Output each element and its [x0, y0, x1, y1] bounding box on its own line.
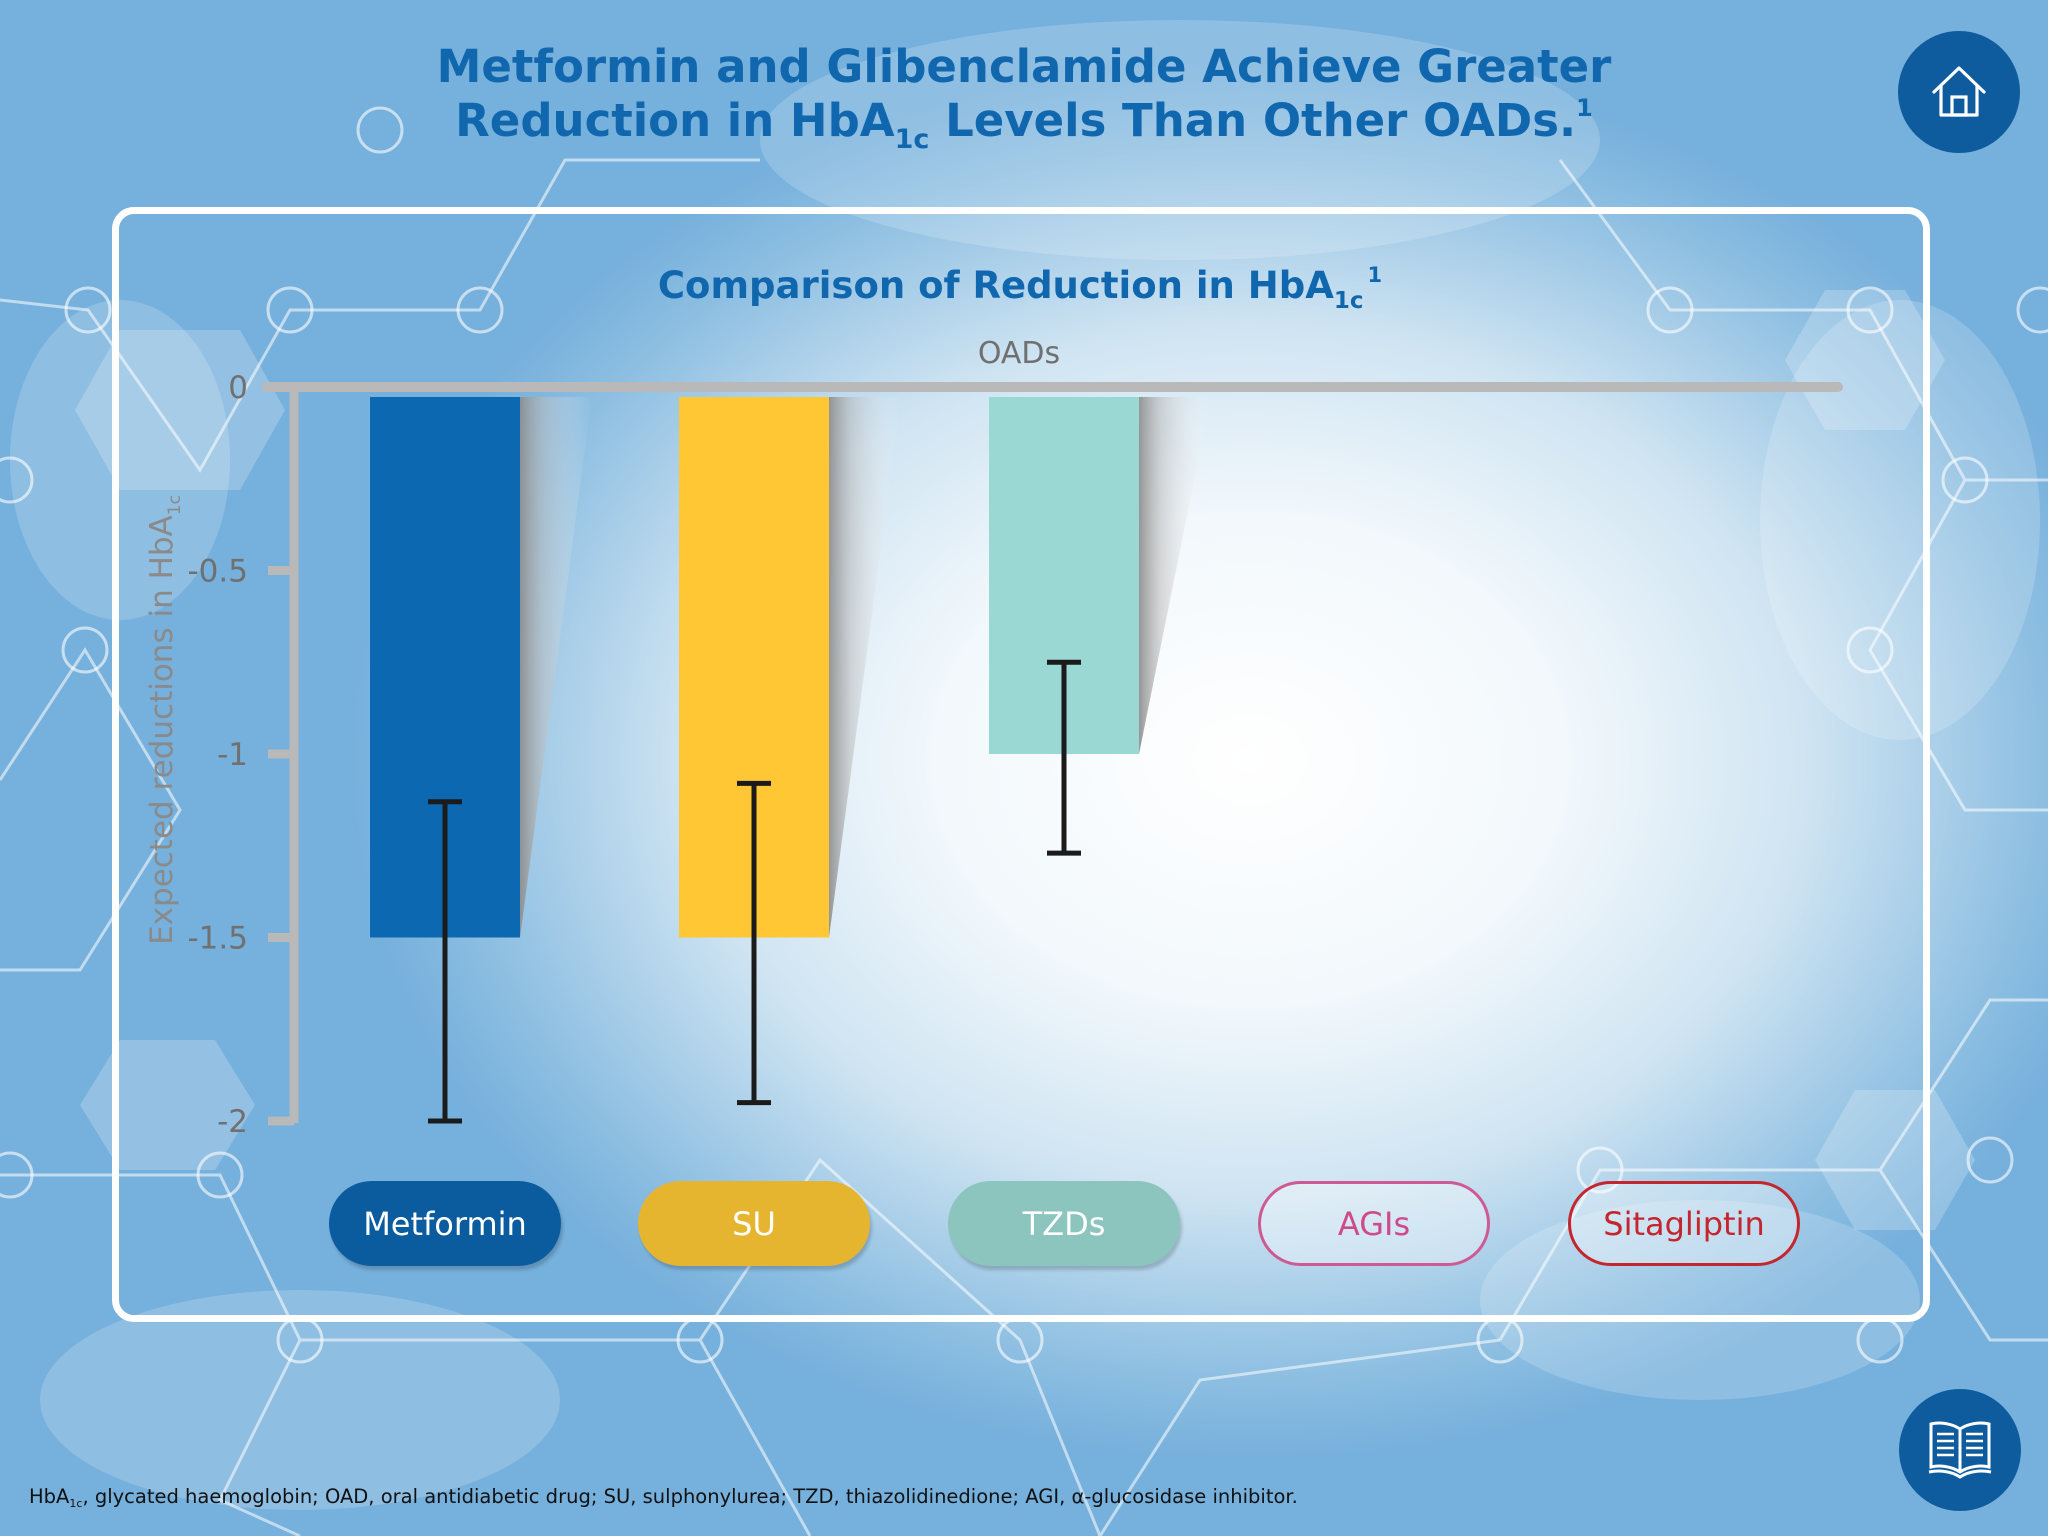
y-tick-label: -0.5 [188, 554, 249, 590]
title-reference-marker: 1 [1576, 94, 1593, 122]
title-line-2-end: Levels Than Other OADs. [929, 94, 1577, 147]
legend-label: SU [732, 1204, 776, 1243]
error-bar [1047, 659, 1081, 856]
y-ticks: 0 -0.5 -1 -1.5 -2 [188, 370, 294, 1140]
title-line-1: Metformin and Glibenclamide Achieve Grea… [436, 40, 1612, 93]
legend-label: AGIs [1337, 1204, 1411, 1243]
chart-title-main: Comparison of Reduction in HbA [658, 264, 1334, 307]
legend-button-sitagliptin[interactable]: Sitagliptin [1568, 1181, 1800, 1266]
home-button[interactable] [1898, 31, 2020, 153]
error-bar [737, 780, 771, 1106]
chart-title: Comparison of Reduction in HbA1c1 [658, 263, 1382, 314]
y-axis-label-subscript: 1c [165, 495, 185, 515]
legend-button-agis[interactable]: AGIs [1258, 1181, 1490, 1266]
error-bar [428, 799, 462, 1124]
footnote-text: , glycated haemoglobin; OAD, oral antidi… [82, 1485, 1298, 1508]
legend-label: Sitagliptin [1603, 1204, 1765, 1243]
y-tick-label: 0 [228, 370, 248, 406]
y-axis-label: Expected reductions in HbA1c [144, 495, 185, 945]
home-icon [1932, 66, 1986, 117]
y-axis-label-main: Expected reductions in HbA [144, 515, 180, 945]
footnote-abbrev: HbA [29, 1485, 70, 1508]
bar-shadow [520, 397, 592, 938]
chart-panel [112, 207, 1930, 1322]
legend-label: TZDs [1022, 1204, 1106, 1243]
bars [370, 397, 1211, 938]
footnote-subscript: 1c [69, 1497, 83, 1510]
y-tick-label: -1 [217, 737, 248, 773]
title-subscript: 1c [894, 124, 930, 155]
legend-label: Metformin [363, 1204, 527, 1243]
bar-shadow [829, 397, 901, 938]
y-tick-label: -1.5 [188, 921, 249, 957]
bar-shadow [1139, 397, 1211, 754]
legend-button-su[interactable]: SU [638, 1181, 870, 1266]
book-icon [1928, 1421, 1992, 1479]
legend-button-tzds[interactable]: TZDs [948, 1181, 1180, 1266]
chart-title-reference: 1 [1367, 263, 1382, 287]
legend-button-metformin[interactable]: Metformin [329, 1181, 561, 1266]
references-button[interactable] [1899, 1389, 2021, 1511]
title-line-2-start: Reduction in HbA [455, 94, 895, 147]
page-title: Metformin and Glibenclamide Achieve Grea… [0, 40, 2048, 153]
y-tick-label: -2 [217, 1104, 248, 1140]
error-bars [428, 659, 1081, 1124]
chart-title-subscript: 1c [1334, 288, 1364, 314]
footnote: HbA1c, glycated haemoglobin; OAD, oral a… [29, 1485, 1298, 1510]
x-axis-label: OADs [978, 336, 1060, 371]
